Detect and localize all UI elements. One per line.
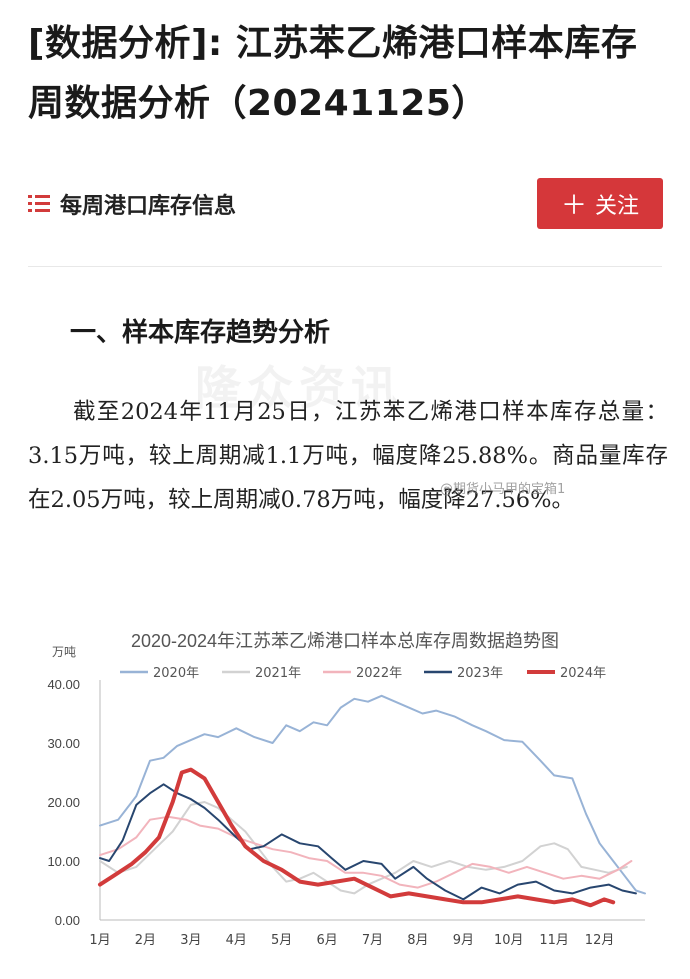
y-tick-label: 30.00 (47, 736, 80, 751)
x-tick-label: 9月 (453, 933, 474, 948)
column-tag-label: 每周港口库存信息 (60, 194, 237, 219)
x-tick-label: 2月 (135, 933, 156, 948)
x-tick-label: 3月 (180, 933, 201, 948)
x-tick-label: 4月 (226, 933, 247, 948)
x-tick-label: 5月 (271, 933, 292, 948)
series-line (99, 783, 637, 901)
chart-svg: 2020-2024年江苏苯乙烯港口样本总库存周数据趋势图 万吨 2020年 202… (47, 631, 646, 948)
x-tick-label: 12月 (585, 933, 615, 948)
series-line (99, 694, 646, 895)
divider (28, 266, 662, 267)
inventory-trend-chart: 2020-2024年江苏苯乙烯港口样本总库存周数据趋势图 万吨 2020年 202… (0, 618, 690, 979)
section-heading: 一、样本库存趋势分析 (70, 318, 331, 348)
column-tag[interactable]: 每周港口库存信息 (28, 188, 236, 220)
x-tick-label: 11月 (539, 933, 569, 948)
chart-legend: 2020年 2021年 2022年 2023年 2024年 (120, 666, 606, 681)
x-tick-label: 1月 (89, 933, 110, 948)
follow-button[interactable]: ＋ 关注 (537, 178, 663, 229)
x-tick-label: 8月 (407, 933, 428, 948)
series-line (99, 801, 628, 895)
y-axis-unit: 万吨 (52, 645, 76, 659)
legend-label: 2023年 (457, 666, 503, 681)
y-axis: 40.00 30.00 20.00 10.00 0.00 (47, 677, 101, 928)
chart-series (98, 694, 646, 908)
x-tick-label: 7月 (362, 933, 383, 948)
x-tick-label: 6月 (316, 933, 337, 948)
y-tick-label: 0.00 (55, 913, 80, 928)
plus-icon: ＋ (560, 191, 587, 221)
y-tick-label: 20.00 (47, 795, 80, 810)
series-line (98, 767, 616, 908)
legend-label: 2020年 (153, 666, 199, 681)
follow-button-label: 关注 (595, 193, 640, 219)
legend-label: 2024年 (560, 666, 606, 681)
weibo-watermark: @期货小马甲的宝箱1 (440, 482, 566, 497)
y-tick-label: 10.00 (47, 854, 80, 869)
y-tick-label: 40.00 (47, 677, 80, 692)
series-line (99, 815, 633, 889)
x-tick-label: 10月 (494, 933, 524, 948)
legend-label: 2022年 (356, 666, 402, 681)
watermark-logo: 隆众资讯 (195, 361, 403, 415)
x-axis: 1月 2月 3月 4月 5月 6月 7月 8月 9月 10月 11月 12月 (89, 919, 645, 948)
chart-title: 2020-2024年江苏苯乙烯港口样本总库存周数据趋势图 (131, 631, 559, 651)
list-icon (28, 193, 50, 215)
article-paragraph: 截至2024年11月25日，江苏苯乙烯港口样本库存总量：3.15万吨，较上周期减… (28, 399, 668, 513)
article-title: [数据分析]: 江苏苯乙烯港口样本库存周数据分析（20241125） (28, 23, 638, 124)
legend-label: 2021年 (255, 666, 301, 681)
